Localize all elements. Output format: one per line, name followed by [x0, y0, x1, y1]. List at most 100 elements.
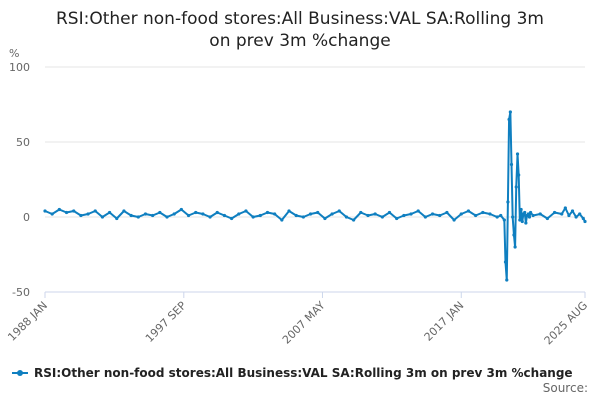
data-point[interactable] [527, 215, 532, 219]
data-point[interactable] [308, 212, 313, 216]
data-point[interactable] [344, 215, 349, 219]
data-point[interactable] [64, 210, 69, 215]
data-point[interactable] [538, 212, 542, 216]
data-point[interactable] [452, 218, 456, 222]
data-point[interactable] [523, 210, 527, 215]
data-point[interactable] [50, 212, 54, 216]
data-point[interactable] [287, 209, 291, 213]
data-point[interactable] [474, 213, 478, 218]
data-point[interactable] [583, 219, 587, 224]
data-point[interactable] [316, 210, 320, 215]
data-point[interactable] [515, 152, 520, 156]
data-point[interactable] [107, 210, 112, 215]
data-point[interactable] [423, 215, 427, 219]
data-point[interactable] [508, 110, 512, 114]
data-point[interactable] [201, 212, 205, 216]
data-point[interactable] [438, 213, 442, 218]
data-point[interactable] [509, 162, 514, 167]
data-point[interactable] [194, 210, 198, 215]
data-point[interactable] [503, 260, 508, 264]
data-point[interactable] [43, 209, 47, 213]
data-point[interactable] [222, 213, 227, 218]
data-point[interactable] [273, 212, 277, 216]
data-point[interactable] [416, 209, 420, 213]
data-point[interactable] [511, 215, 515, 219]
data-point[interactable] [520, 219, 524, 224]
data-point[interactable] [57, 207, 61, 212]
data-point[interactable] [517, 173, 521, 177]
data-point[interactable] [502, 218, 506, 222]
data-point[interactable] [531, 213, 535, 218]
data-point[interactable] [172, 212, 176, 216]
data-point[interactable] [552, 210, 557, 215]
data-point[interactable] [459, 212, 463, 216]
data-point[interactable] [430, 212, 435, 216]
data-point[interactable] [466, 209, 471, 213]
data-point[interactable] [165, 215, 169, 219]
data-point[interactable] [352, 218, 356, 222]
data-point[interactable] [528, 210, 533, 215]
data-point[interactable] [179, 207, 183, 212]
data-point[interactable] [526, 212, 530, 216]
data-point[interactable] [366, 213, 370, 218]
data-point[interactable] [402, 213, 406, 218]
data-point[interactable] [215, 210, 219, 215]
data-point[interactable] [380, 215, 384, 219]
data-point[interactable] [136, 215, 140, 219]
data-point[interactable] [578, 212, 582, 216]
data-point[interactable] [519, 207, 523, 212]
data-point[interactable] [506, 200, 510, 204]
data-point[interactable] [570, 209, 575, 213]
data-point[interactable] [488, 212, 492, 216]
data-point[interactable] [294, 213, 298, 218]
data-point[interactable] [100, 215, 105, 219]
data-point[interactable] [208, 215, 212, 219]
data-point[interactable] [265, 210, 270, 215]
data-point[interactable] [301, 215, 305, 219]
data-point[interactable] [186, 213, 191, 218]
data-point[interactable] [445, 210, 449, 215]
data-point[interactable] [395, 216, 399, 221]
data-point[interactable] [563, 206, 567, 210]
data-point[interactable] [567, 213, 571, 218]
data-point[interactable] [524, 221, 528, 225]
data-point[interactable] [237, 212, 241, 216]
data-point[interactable] [581, 216, 585, 221]
data-point[interactable] [230, 216, 234, 221]
data-point[interactable] [72, 209, 76, 213]
data-point[interactable] [122, 209, 126, 213]
data-point[interactable] [330, 212, 334, 216]
data-point[interactable] [86, 212, 90, 216]
data-point[interactable] [481, 210, 485, 215]
data-point[interactable] [514, 185, 518, 189]
chart-title-line2: on prev 3m %change [209, 31, 391, 51]
data-point[interactable] [323, 216, 327, 221]
data-point[interactable] [409, 212, 413, 216]
data-point[interactable] [387, 210, 392, 215]
data-point[interactable] [143, 212, 148, 216]
data-point[interactable] [115, 216, 119, 221]
data-point[interactable] [244, 209, 248, 213]
data-point[interactable] [158, 210, 162, 215]
data-point[interactable] [499, 213, 503, 218]
data-point[interactable] [337, 209, 341, 213]
data-point[interactable] [507, 117, 511, 122]
data-point[interactable] [574, 215, 578, 219]
data-point[interactable] [151, 213, 155, 218]
data-point[interactable] [512, 233, 516, 237]
data-point[interactable] [518, 218, 522, 222]
data-point[interactable] [495, 215, 499, 219]
data-point[interactable] [129, 213, 133, 218]
data-point[interactable] [560, 212, 564, 216]
data-point[interactable] [505, 278, 509, 282]
data-point[interactable] [258, 213, 262, 218]
data-point[interactable] [359, 210, 363, 215]
data-point[interactable] [93, 209, 97, 213]
data-point[interactable] [513, 245, 517, 249]
data-point[interactable] [280, 218, 284, 222]
data-point[interactable] [251, 215, 255, 219]
legend[interactable]: RSI:Other non-food stores:All Business:V… [12, 366, 573, 380]
data-point[interactable] [79, 213, 83, 218]
data-point[interactable] [373, 212, 377, 216]
data-point[interactable] [545, 216, 549, 221]
